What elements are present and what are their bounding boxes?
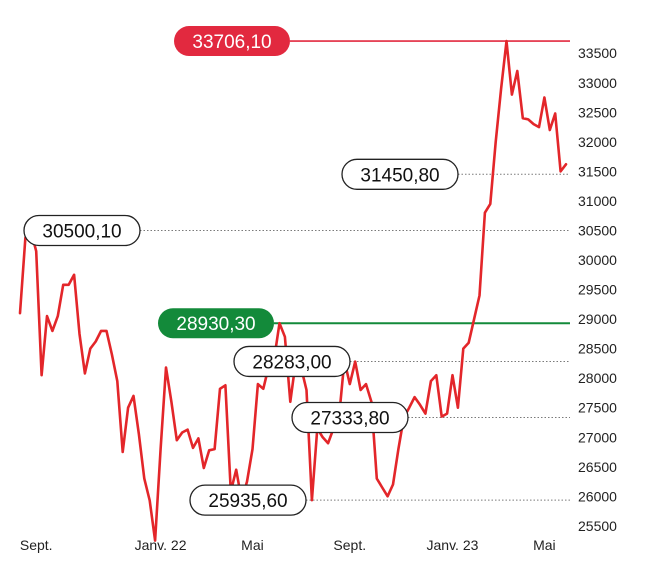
value-pill: 30500,10 bbox=[23, 214, 141, 247]
pill-label: 28283,00 bbox=[252, 352, 331, 373]
x-tick-label: Janv. 22 bbox=[135, 537, 187, 553]
pill-background bbox=[174, 26, 290, 57]
value-pill: 27333,80 bbox=[291, 401, 409, 434]
value-pill: 25935,60 bbox=[189, 484, 307, 516]
pill-label: 30500,10 bbox=[42, 221, 121, 242]
x-axis: Sept. Janv. 22 Mai Sept. Janv. 23 Mai bbox=[20, 537, 556, 553]
y-tick-label: 25500 bbox=[578, 518, 617, 534]
x-tick-label: Janv. 23 bbox=[427, 537, 479, 553]
value-pill: 33706,10 bbox=[174, 26, 290, 57]
value-labels: 33706,10 28930,30 31450,80 30500,10 28283,00… bbox=[23, 26, 459, 516]
pill-label: 27333,80 bbox=[310, 409, 389, 430]
y-tick-label: 30000 bbox=[578, 252, 617, 268]
pill-label: 25935,60 bbox=[208, 491, 287, 512]
value-pill: 28930,30 bbox=[158, 308, 274, 339]
pill-background bbox=[158, 308, 274, 339]
y-tick-label: 30500 bbox=[578, 222, 617, 238]
pill-label: 33706,10 bbox=[192, 32, 271, 53]
pill-label: 28930,30 bbox=[176, 314, 255, 335]
y-tick-label: 27000 bbox=[578, 429, 617, 445]
y-tick-label: 28000 bbox=[578, 370, 617, 386]
pill-background bbox=[23, 214, 141, 247]
x-tick-label: Sept. bbox=[20, 537, 53, 553]
y-tick-label: 26000 bbox=[578, 488, 617, 504]
pill-background bbox=[189, 484, 307, 516]
y-axis: 25500 26000 26500 27000 27500 28000 28500 29000… bbox=[578, 45, 617, 534]
y-tick-label: 28500 bbox=[578, 341, 617, 357]
reference-lines bbox=[140, 40, 570, 501]
x-tick-label: Sept. bbox=[333, 537, 366, 553]
y-tick-label: 33500 bbox=[578, 45, 617, 61]
pill-background bbox=[291, 401, 409, 434]
y-tick-label: 33000 bbox=[578, 75, 617, 91]
y-tick-label: 31000 bbox=[578, 193, 617, 209]
value-pill: 28283,00 bbox=[233, 345, 351, 378]
y-tick-label: 31500 bbox=[578, 163, 617, 179]
pill-background bbox=[341, 158, 459, 190]
y-tick-label: 27500 bbox=[578, 400, 617, 416]
y-tick-label: 29500 bbox=[578, 282, 617, 298]
y-tick-label: 29000 bbox=[578, 311, 617, 327]
value-pill: 31450,80 bbox=[341, 158, 459, 190]
x-tick-label: Mai bbox=[533, 537, 556, 553]
y-tick-label: 32500 bbox=[578, 104, 617, 120]
series-group bbox=[18, 39, 568, 542]
pill-label: 31450,80 bbox=[360, 165, 439, 186]
series-line bbox=[18, 39, 568, 542]
y-tick-label: 32000 bbox=[578, 134, 617, 150]
x-tick-label: Mai bbox=[241, 537, 264, 553]
pill-background bbox=[233, 345, 351, 378]
y-tick-label: 26500 bbox=[578, 459, 617, 475]
